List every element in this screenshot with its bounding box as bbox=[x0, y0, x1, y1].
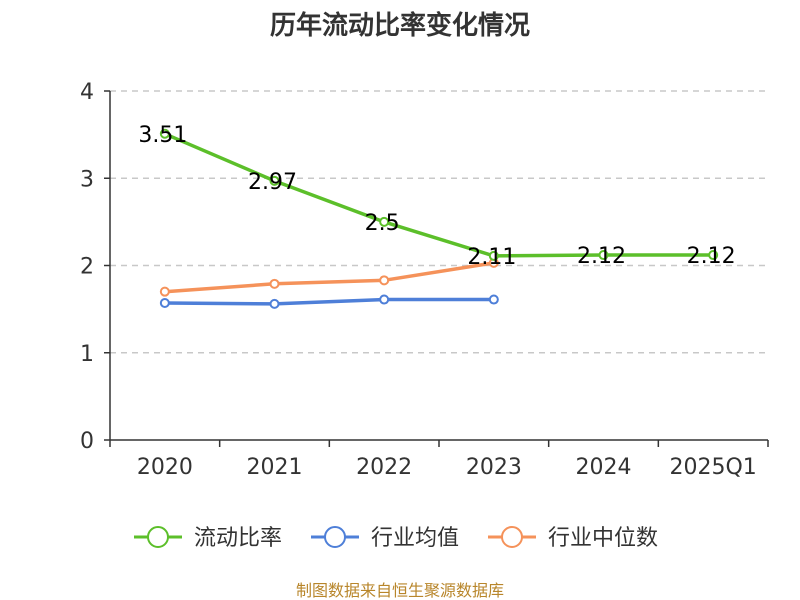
legend-label: 行业均值 bbox=[371, 526, 459, 551]
x-tick-label: 2023 bbox=[466, 455, 522, 480]
data-label: 2.12 bbox=[687, 244, 736, 269]
data-point bbox=[708, 250, 719, 261]
data-point bbox=[159, 128, 170, 139]
y-tick-label: 3 bbox=[80, 167, 94, 192]
x-tick-label: 2022 bbox=[356, 455, 412, 480]
data-point bbox=[379, 275, 390, 286]
y-tick-label: 2 bbox=[80, 255, 94, 280]
series-line-2 bbox=[163, 261, 496, 294]
data-labels: 3.51 2.97 2.5 2.11 2.12 2.12 bbox=[138, 123, 735, 270]
source-note: 制图数据来自恒生聚源数据库 bbox=[296, 581, 504, 600]
legend-marker bbox=[501, 526, 523, 548]
x-tick-label: 2021 bbox=[247, 455, 303, 480]
data-point bbox=[269, 175, 280, 186]
y-tick-label: 4 bbox=[80, 80, 94, 105]
data-point bbox=[379, 216, 390, 227]
legend-marker bbox=[324, 526, 346, 548]
data-label: 2.11 bbox=[467, 245, 516, 270]
x-tick-label: 2020 bbox=[137, 455, 193, 480]
grid-lines bbox=[110, 90, 768, 354]
legend-label: 行业中位数 bbox=[548, 526, 658, 551]
x-tick-label: 2025Q1 bbox=[670, 455, 757, 480]
legend-marker bbox=[147, 526, 169, 548]
axes: 0 1 2 3 4 2020 2021 2022 2023 2024 2025Q1 bbox=[80, 80, 769, 480]
chart-title: 历年流动比率变化情况 bbox=[270, 10, 530, 41]
series-line-0 bbox=[163, 132, 715, 258]
data-point bbox=[269, 298, 280, 309]
data-point bbox=[379, 294, 390, 305]
y-tick-label: 0 bbox=[80, 429, 94, 454]
legend: 流动比率 行业均值 行业中位数 bbox=[134, 526, 658, 551]
data-label: 2.97 bbox=[248, 170, 297, 195]
data-point bbox=[488, 294, 499, 305]
legend-label: 流动比率 bbox=[194, 526, 282, 551]
data-label: 3.51 bbox=[138, 123, 187, 148]
data-point bbox=[598, 250, 609, 261]
data-point bbox=[159, 298, 170, 309]
data-point bbox=[159, 286, 170, 297]
series-line-1 bbox=[163, 297, 496, 306]
x-tick-label: 2024 bbox=[576, 455, 632, 480]
series-group bbox=[159, 128, 719, 309]
data-label: 2.5 bbox=[365, 211, 400, 236]
data-label: 2.12 bbox=[577, 244, 626, 269]
y-tick-label: 1 bbox=[80, 342, 94, 367]
data-point bbox=[488, 250, 499, 261]
data-point bbox=[269, 278, 280, 289]
